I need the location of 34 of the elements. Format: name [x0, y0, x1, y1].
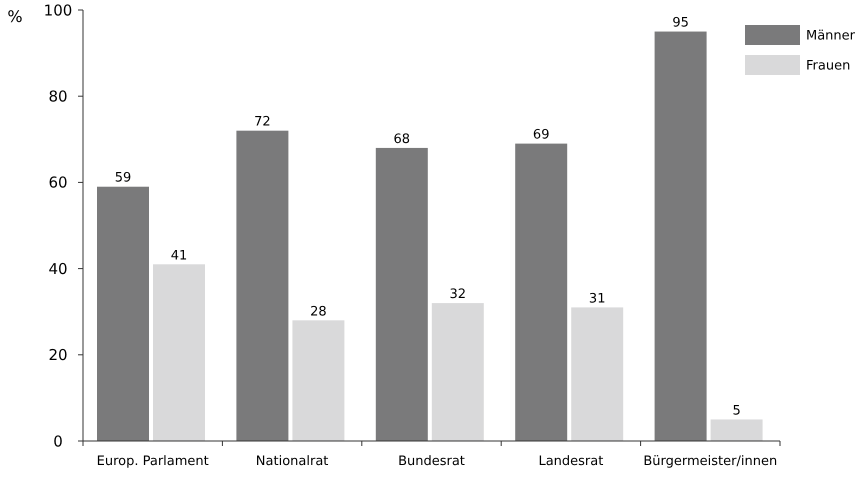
bar	[292, 320, 344, 441]
y-tick-label: 0	[53, 432, 63, 450]
y-tick-label: 100	[44, 1, 72, 20]
legend-label: Männer	[806, 28, 856, 44]
x-tick-label: Landesrat	[538, 454, 604, 469]
y-axis-title: %	[7, 7, 23, 26]
bar	[710, 419, 763, 441]
bar	[376, 148, 428, 441]
x-tick-label: Europ. Parlament	[96, 454, 209, 469]
bar	[236, 130, 288, 441]
data-label: 69	[532, 128, 550, 143]
data-label: 72	[254, 114, 271, 130]
data-label: 32	[450, 287, 466, 302]
x-tick-label: Bundesrat	[398, 454, 465, 469]
bar	[654, 32, 707, 441]
data-label: 59	[114, 170, 132, 186]
data-label: 68	[394, 132, 410, 147]
y-tick-label: 40	[48, 260, 68, 278]
y-tick-label: 80	[48, 87, 68, 106]
legend-label: Frauen	[806, 58, 850, 74]
y-tick-label: 60	[48, 174, 68, 192]
data-label: 95	[672, 16, 689, 31]
x-tick-label: Bürgermeister/innen	[643, 454, 778, 469]
bar	[571, 307, 624, 441]
bar	[515, 144, 568, 441]
data-label: 28	[310, 304, 327, 320]
data-label: 41	[170, 248, 188, 264]
y-tick-label: 20	[48, 346, 68, 364]
data-label: 5	[732, 403, 741, 418]
x-tick-label: Nationalrat	[256, 454, 328, 469]
bar	[97, 186, 149, 441]
bar	[153, 264, 205, 441]
bar	[432, 303, 484, 441]
data-label: 31	[588, 291, 606, 306]
